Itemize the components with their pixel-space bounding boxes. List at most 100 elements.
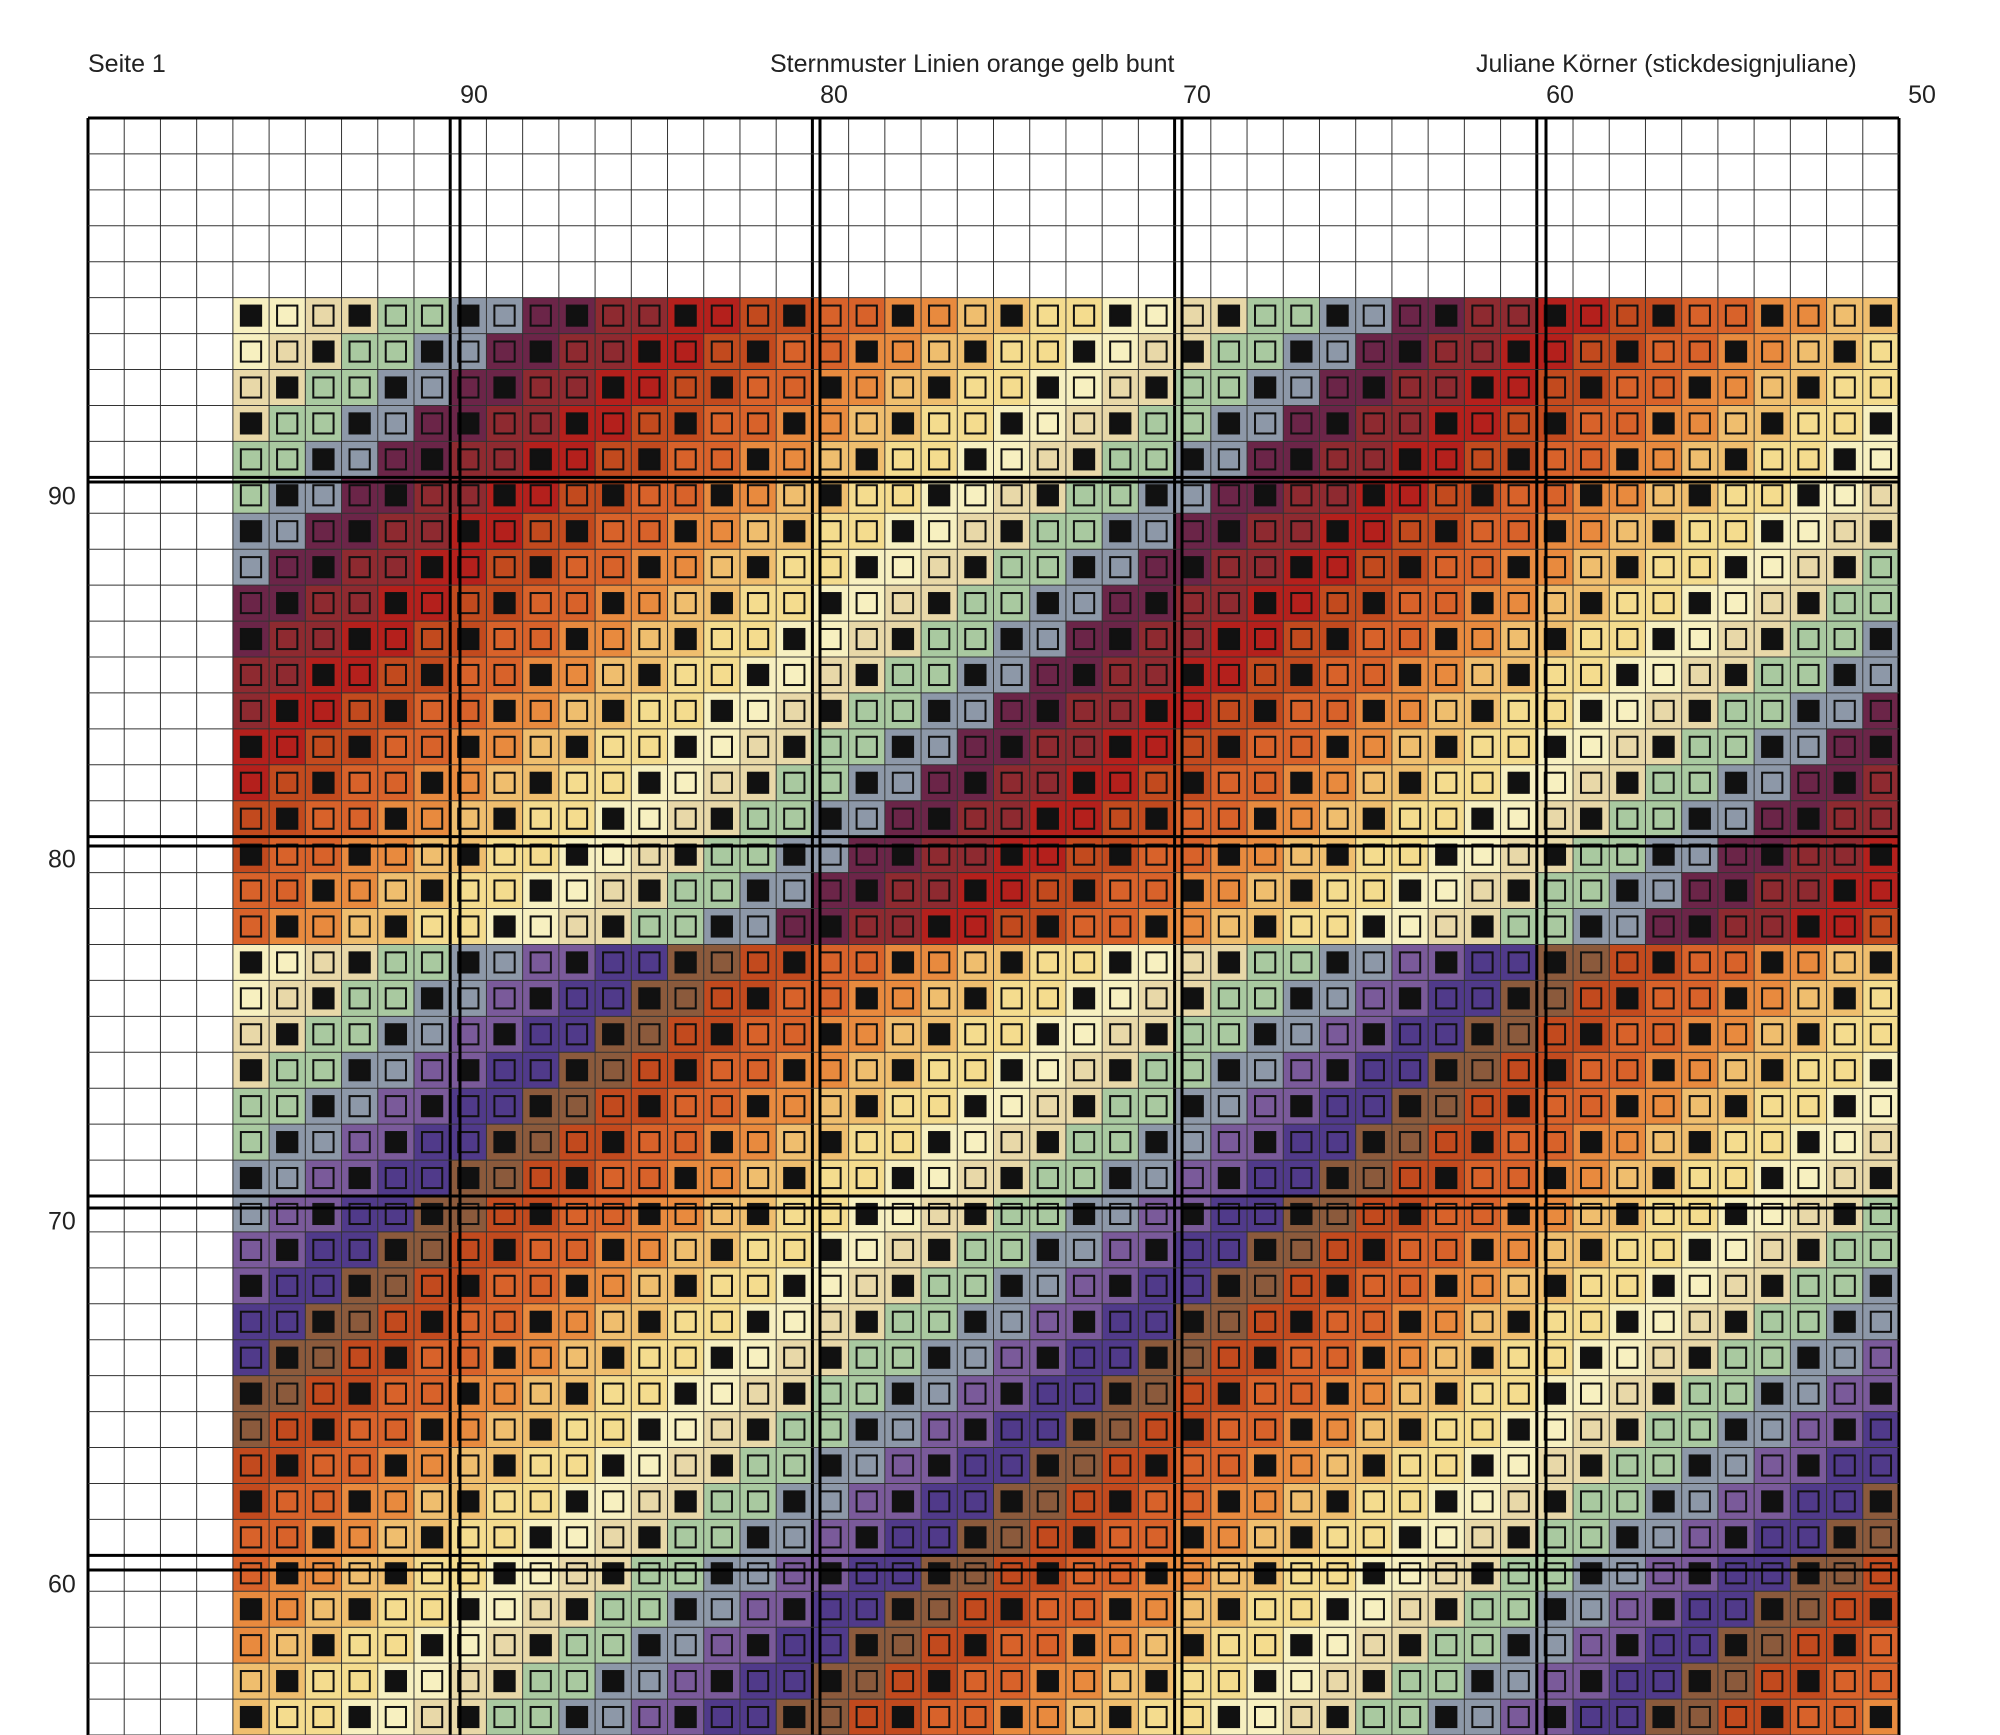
stitch-symbol bbox=[420, 1562, 444, 1585]
stitch-symbol bbox=[1688, 1705, 1711, 1729]
stitch-symbol bbox=[1109, 1202, 1132, 1226]
stitch-cell bbox=[957, 1483, 994, 1520]
stitch-cell bbox=[305, 1591, 342, 1628]
stitch-cell bbox=[1210, 1124, 1248, 1161]
stitch-cell bbox=[884, 1303, 922, 1340]
stitch-cell bbox=[450, 800, 487, 837]
stitch-cell bbox=[921, 1160, 958, 1196]
stitch-symbol bbox=[928, 592, 951, 615]
stitch-symbol bbox=[710, 1526, 733, 1549]
stitch-symbol bbox=[1362, 879, 1385, 902]
stitch-symbol bbox=[1435, 556, 1458, 579]
stitch-cell bbox=[1645, 1519, 1682, 1556]
stitch-cell bbox=[631, 1447, 668, 1484]
stitch-symbol bbox=[1362, 1131, 1385, 1154]
stitch-symbol bbox=[1145, 1274, 1168, 1297]
stitch-cell bbox=[1536, 1124, 1574, 1161]
stitch-symbol bbox=[1579, 771, 1603, 794]
stitch-symbol bbox=[891, 1131, 915, 1154]
stitch-symbol bbox=[276, 663, 299, 687]
stitch-symbol bbox=[855, 1526, 878, 1549]
stitch-cell bbox=[1573, 333, 1610, 370]
stitch-symbol bbox=[1398, 412, 1422, 435]
stitch-cell bbox=[848, 513, 885, 550]
stitch-symbol bbox=[1036, 1598, 1059, 1621]
stitch-symbol bbox=[348, 1418, 371, 1441]
stitch-symbol bbox=[891, 1059, 915, 1082]
stitch-cell bbox=[1428, 585, 1465, 622]
stitch-cell bbox=[884, 441, 922, 478]
stitch-symbol bbox=[1254, 1059, 1277, 1082]
stitch-symbol bbox=[384, 1634, 408, 1657]
stitch-symbol bbox=[1254, 1598, 1277, 1621]
stitch-cell bbox=[269, 1519, 306, 1556]
stitch-symbol bbox=[674, 376, 697, 399]
stitch-symbol bbox=[1036, 915, 1059, 938]
stitch-symbol bbox=[457, 663, 480, 687]
stitch-symbol bbox=[1435, 1202, 1458, 1226]
stitch-symbol bbox=[312, 1131, 335, 1154]
stitch-symbol bbox=[457, 1310, 480, 1333]
stitch-cell bbox=[232, 1124, 270, 1161]
stitch-symbol bbox=[348, 987, 371, 1010]
stitch-cell bbox=[1609, 836, 1646, 873]
stitch-symbol bbox=[1109, 807, 1132, 830]
stitch-symbol bbox=[1109, 340, 1132, 363]
stitch-symbol bbox=[891, 699, 915, 722]
stitch-symbol bbox=[1833, 987, 1856, 1010]
stitch-symbol bbox=[674, 987, 697, 1010]
stitch-cell bbox=[450, 1196, 487, 1232]
stitch-cell bbox=[522, 297, 559, 334]
stitch-cell bbox=[1319, 1088, 1356, 1125]
stitch-cell bbox=[1355, 1088, 1392, 1125]
stitch-cell bbox=[1210, 1447, 1248, 1484]
stitch-symbol bbox=[1471, 412, 1494, 435]
stitch-cell bbox=[1754, 1124, 1791, 1161]
stitch-cell bbox=[1065, 585, 1103, 622]
stitch-symbol bbox=[1652, 699, 1675, 722]
stitch-symbol bbox=[1616, 1346, 1639, 1369]
stitch-symbol bbox=[239, 556, 263, 579]
stitch-symbol bbox=[276, 1526, 299, 1549]
stitch-cell bbox=[1428, 1627, 1465, 1664]
author-credit: Juliane Körner (stickdesignjuliane) bbox=[1476, 50, 1857, 78]
stitch-symbol bbox=[1797, 879, 1820, 902]
stitch-symbol bbox=[420, 1670, 444, 1693]
stitch-cell bbox=[341, 585, 378, 622]
stitch-cell bbox=[450, 872, 487, 909]
stitch-cell bbox=[1536, 1519, 1574, 1556]
stitch-symbol bbox=[276, 1418, 299, 1441]
stitch-cell bbox=[377, 728, 414, 765]
stitch-symbol bbox=[1688, 627, 1711, 651]
stitch-cell bbox=[1681, 1303, 1718, 1340]
stitch-cell bbox=[1283, 836, 1320, 873]
stitch-symbol bbox=[891, 340, 915, 363]
stitch-cell bbox=[1862, 1016, 1899, 1053]
stitch-symbol bbox=[420, 1382, 444, 1405]
stitch-symbol bbox=[710, 771, 733, 794]
stitch-symbol bbox=[783, 1202, 806, 1226]
stitch-symbol bbox=[1761, 1454, 1784, 1477]
stitch-cell bbox=[1391, 1267, 1429, 1304]
stitch-symbol bbox=[1398, 484, 1422, 507]
stitch-cell bbox=[848, 728, 885, 765]
stitch-cell bbox=[377, 333, 414, 370]
stitch-cell bbox=[1247, 980, 1284, 1017]
stitch-cell bbox=[1609, 728, 1646, 765]
stitch-cell bbox=[1754, 333, 1791, 370]
stitch-cell bbox=[1355, 297, 1392, 334]
stitch-symbol bbox=[1036, 1705, 1059, 1729]
stitch-symbol bbox=[312, 1023, 335, 1046]
stitch-symbol bbox=[420, 627, 444, 651]
stitch-cell bbox=[1500, 800, 1537, 837]
stitch-cell bbox=[848, 1483, 885, 1520]
stitch-cell bbox=[1355, 1699, 1392, 1735]
stitch-symbol bbox=[602, 1095, 625, 1118]
stitch-symbol bbox=[1652, 1705, 1675, 1729]
stitch-symbol bbox=[529, 1274, 552, 1297]
stitch-symbol bbox=[891, 304, 915, 327]
stitch-symbol bbox=[384, 1526, 408, 1549]
stitch-cell bbox=[776, 585, 813, 622]
stitch-symbol bbox=[1290, 1418, 1313, 1441]
stitch-symbol bbox=[1579, 1490, 1603, 1513]
